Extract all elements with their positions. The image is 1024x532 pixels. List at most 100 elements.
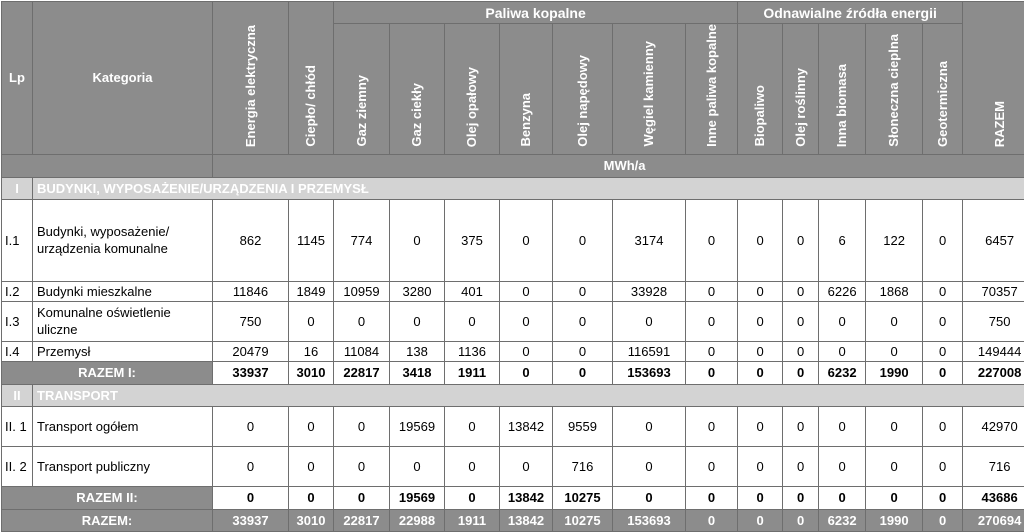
- header-inne-paliwa-kopalne: Inne paliwa kopalne: [686, 24, 738, 155]
- row-category: Komunalne oświetlenie uliczne: [33, 301, 213, 341]
- row-value: 750: [963, 301, 1024, 341]
- row-lp: I.4: [2, 341, 33, 361]
- subtotal-value: 0: [819, 486, 866, 509]
- row-value: 0: [923, 446, 963, 486]
- row-value: 11084: [334, 341, 390, 361]
- row-value: 0: [500, 446, 553, 486]
- subtotal-value: 43686: [963, 486, 1024, 509]
- subtotal-value: 6232: [819, 361, 866, 384]
- row-value: 0: [289, 446, 334, 486]
- header-gaz-ziemny: Gaz ziemny: [334, 24, 390, 155]
- row-value: 0: [866, 301, 923, 341]
- row-value: 3174: [613, 199, 686, 281]
- row-category: Transport ogółem: [33, 406, 213, 446]
- row-value: 0: [445, 301, 500, 341]
- row-value: 138: [390, 341, 445, 361]
- row-value: 0: [445, 406, 500, 446]
- row-value: 716: [553, 446, 613, 486]
- subtotal-value: 19569: [390, 486, 445, 509]
- section-title: BUDYNKI, WYPOSAŻENIE/URZĄDZENIA I PRZEMY…: [33, 177, 1024, 199]
- row-value: 70357: [963, 281, 1024, 301]
- section-number: II: [2, 384, 33, 406]
- row-value: 10959: [334, 281, 390, 301]
- header-razem: RAZEM: [963, 2, 1024, 155]
- row-value: 20479: [213, 341, 289, 361]
- unit-label: MWh/a: [213, 154, 1024, 177]
- row-value: 0: [923, 199, 963, 281]
- row-value: 0: [613, 446, 686, 486]
- subtotal-value: 0: [923, 361, 963, 384]
- row-value: 0: [738, 406, 783, 446]
- subtotal-value: 0: [289, 486, 334, 509]
- row-value: 0: [783, 281, 819, 301]
- header-sloneczna-cieplna: Słoneczna cieplna: [866, 24, 923, 155]
- section-number: I: [2, 177, 33, 199]
- row-value: 774: [334, 199, 390, 281]
- row-value: 0: [686, 406, 738, 446]
- row-value: 0: [923, 406, 963, 446]
- row-value: 0: [390, 199, 445, 281]
- header-gaz-ciekly: Gaz ciekły: [390, 24, 445, 155]
- row-value: 716: [963, 446, 1024, 486]
- row-value: 0: [334, 446, 390, 486]
- subtotal-value: 0: [213, 486, 289, 509]
- subtotal-value: 0: [783, 486, 819, 509]
- section-title: TRANSPORT: [33, 384, 1024, 406]
- row-value: 0: [500, 301, 553, 341]
- row-value: 0: [686, 281, 738, 301]
- row-value: 0: [334, 406, 390, 446]
- row-lp: I.3: [2, 301, 33, 341]
- header-lp: Lp: [2, 2, 33, 155]
- row-value: 0: [686, 341, 738, 361]
- row-value: 0: [445, 446, 500, 486]
- row-value: 0: [923, 281, 963, 301]
- row-value: 0: [866, 446, 923, 486]
- row-value: 0: [783, 341, 819, 361]
- row-value: 0: [866, 406, 923, 446]
- row-value: 0: [390, 301, 445, 341]
- subtotal-value: 153693: [613, 361, 686, 384]
- row-value: 149444: [963, 341, 1024, 361]
- row-value: 6226: [819, 281, 866, 301]
- row-value: 0: [738, 199, 783, 281]
- row-value: 0: [819, 446, 866, 486]
- subtotal-value: 0: [445, 486, 500, 509]
- row-category: Budynki, wyposażenie/ urządzenia komunal…: [33, 199, 213, 281]
- row-value: 0: [686, 199, 738, 281]
- row-value: 0: [819, 301, 866, 341]
- subtotal-value: 1990: [866, 361, 923, 384]
- header-cieplo-chlod: Ciepło/ chłód: [289, 2, 334, 155]
- subtotal-value: 0: [553, 361, 613, 384]
- row-value: 0: [553, 199, 613, 281]
- header-wegiel-kamienny: Węgiel kamienny: [613, 24, 686, 155]
- row-value: 0: [613, 406, 686, 446]
- row-value: 401: [445, 281, 500, 301]
- row-value: 0: [866, 341, 923, 361]
- subtotal-value: 0: [613, 486, 686, 509]
- row-value: 0: [738, 301, 783, 341]
- row-value: 0: [213, 406, 289, 446]
- row-value: 0: [289, 406, 334, 446]
- header-olej-roslinny: Olej roślinny: [783, 24, 819, 155]
- row-value: 16: [289, 341, 334, 361]
- subtotal-value: 3010: [289, 361, 334, 384]
- row-value: 0: [738, 281, 783, 301]
- row-value: 0: [334, 301, 390, 341]
- subtotal-value: 1911: [445, 361, 500, 384]
- row-value: 0: [553, 281, 613, 301]
- unit-spacer: [2, 154, 213, 177]
- row-value: 13842: [500, 406, 553, 446]
- row-value: 0: [686, 446, 738, 486]
- row-value: 0: [500, 281, 553, 301]
- row-value: 0: [783, 199, 819, 281]
- row-value: 0: [923, 341, 963, 361]
